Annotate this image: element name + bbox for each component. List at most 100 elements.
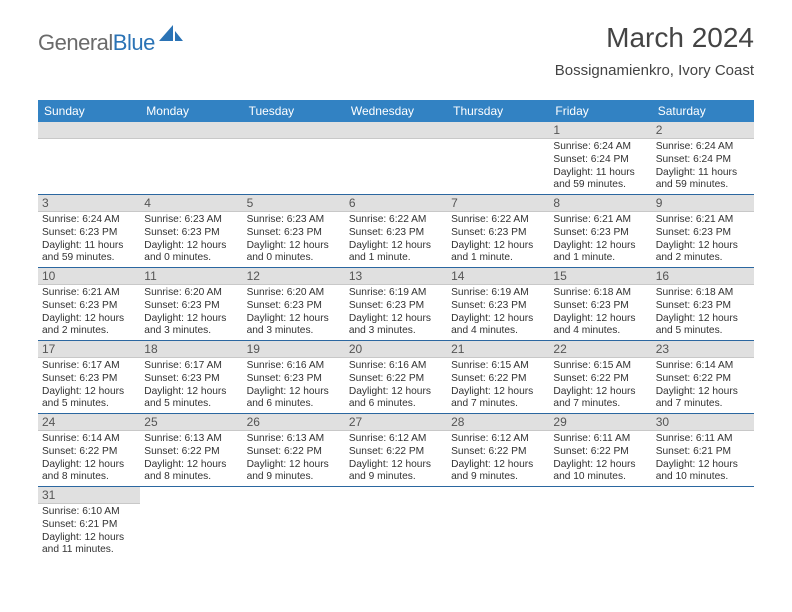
- daylight-text: Daylight: 12 hours and 7 minutes.: [553, 386, 647, 412]
- sunset-text: Sunset: 6:22 PM: [451, 446, 545, 459]
- daylight-text: Daylight: 11 hours and 59 minutes.: [42, 240, 136, 266]
- sunrise-text: Sunrise: 6:24 AM: [553, 141, 647, 154]
- sunrise-text: Sunrise: 6:21 AM: [656, 214, 750, 227]
- calendar-cell: 2Sunrise: 6:24 AMSunset: 6:24 PMDaylight…: [652, 122, 754, 194]
- calendar-cell: [447, 487, 549, 559]
- calendar-day-number: 9: [652, 195, 754, 212]
- sunset-text: Sunset: 6:23 PM: [451, 227, 545, 240]
- calendar-day-content: Sunrise: 6:12 AMSunset: 6:22 PMDaylight:…: [345, 431, 447, 486]
- calendar-day-number: 22: [549, 341, 651, 358]
- calendar-week-row: 17Sunrise: 6:17 AMSunset: 6:23 PMDayligh…: [38, 341, 754, 414]
- sunset-text: Sunset: 6:23 PM: [42, 300, 136, 313]
- sunrise-text: Sunrise: 6:24 AM: [42, 214, 136, 227]
- daylight-text: Daylight: 12 hours and 4 minutes.: [553, 313, 647, 339]
- sunrise-text: Sunrise: 6:11 AM: [553, 433, 647, 446]
- calendar-day-number: 10: [38, 268, 140, 285]
- calendar-day-number: 16: [652, 268, 754, 285]
- daylight-text: Daylight: 11 hours and 59 minutes.: [656, 167, 750, 193]
- sunset-text: Sunset: 6:22 PM: [349, 373, 443, 386]
- calendar-cell: [140, 487, 242, 559]
- calendar-day-content: Sunrise: 6:17 AMSunset: 6:23 PMDaylight:…: [140, 358, 242, 413]
- calendar-day-content: Sunrise: 6:20 AMSunset: 6:23 PMDaylight:…: [243, 285, 345, 340]
- calendar-day-content: Sunrise: 6:13 AMSunset: 6:22 PMDaylight:…: [140, 431, 242, 486]
- calendar-cell: [140, 122, 242, 194]
- sunset-text: Sunset: 6:23 PM: [451, 300, 545, 313]
- sunrise-text: Sunrise: 6:23 AM: [247, 214, 341, 227]
- sunset-text: Sunset: 6:22 PM: [144, 446, 238, 459]
- calendar-cell: 17Sunrise: 6:17 AMSunset: 6:23 PMDayligh…: [38, 341, 140, 413]
- daylight-text: Daylight: 12 hours and 3 minutes.: [349, 313, 443, 339]
- calendar-day-content: Sunrise: 6:18 AMSunset: 6:23 PMDaylight:…: [549, 285, 651, 340]
- calendar-cell: 12Sunrise: 6:20 AMSunset: 6:23 PMDayligh…: [243, 268, 345, 340]
- daylight-text: Daylight: 12 hours and 7 minutes.: [656, 386, 750, 412]
- calendar-day-number: 7: [447, 195, 549, 212]
- calendar-day-number: 8: [549, 195, 651, 212]
- calendar-day-number: 31: [38, 487, 140, 504]
- daylight-text: Daylight: 12 hours and 2 minutes.: [42, 313, 136, 339]
- calendar-cell: 25Sunrise: 6:13 AMSunset: 6:22 PMDayligh…: [140, 414, 242, 486]
- calendar-day-number: 24: [38, 414, 140, 431]
- calendar-day-number: 27: [345, 414, 447, 431]
- sunset-text: Sunset: 6:23 PM: [247, 300, 341, 313]
- calendar-cell: 24Sunrise: 6:14 AMSunset: 6:22 PMDayligh…: [38, 414, 140, 486]
- calendar-empty-daynum: [243, 122, 345, 139]
- sunset-text: Sunset: 6:24 PM: [656, 154, 750, 167]
- calendar-day-content: Sunrise: 6:16 AMSunset: 6:22 PMDaylight:…: [345, 358, 447, 413]
- daylight-text: Daylight: 12 hours and 5 minutes.: [42, 386, 136, 412]
- calendar-day-content: Sunrise: 6:22 AMSunset: 6:23 PMDaylight:…: [345, 212, 447, 267]
- calendar-day-content: Sunrise: 6:11 AMSunset: 6:22 PMDaylight:…: [549, 431, 651, 486]
- calendar-cell: 22Sunrise: 6:15 AMSunset: 6:22 PMDayligh…: [549, 341, 651, 413]
- sunrise-text: Sunrise: 6:15 AM: [553, 360, 647, 373]
- daylight-text: Daylight: 12 hours and 1 minute.: [553, 240, 647, 266]
- sunrise-text: Sunrise: 6:10 AM: [42, 506, 136, 519]
- sunrise-text: Sunrise: 6:21 AM: [42, 287, 136, 300]
- calendar-day-number: 28: [447, 414, 549, 431]
- calendar-empty-daynum: [345, 122, 447, 139]
- calendar-day-content: Sunrise: 6:15 AMSunset: 6:22 PMDaylight:…: [549, 358, 651, 413]
- calendar-day-content: Sunrise: 6:14 AMSunset: 6:22 PMDaylight:…: [652, 358, 754, 413]
- sunset-text: Sunset: 6:23 PM: [553, 300, 647, 313]
- calendar-day-number: 3: [38, 195, 140, 212]
- calendar-day-number: 5: [243, 195, 345, 212]
- daylight-text: Daylight: 12 hours and 9 minutes.: [247, 459, 341, 485]
- calendar-cell: 15Sunrise: 6:18 AMSunset: 6:23 PMDayligh…: [549, 268, 651, 340]
- daylight-text: Daylight: 12 hours and 10 minutes.: [553, 459, 647, 485]
- sunset-text: Sunset: 6:22 PM: [553, 373, 647, 386]
- calendar-cell: [549, 487, 651, 559]
- daylight-text: Daylight: 12 hours and 0 minutes.: [144, 240, 238, 266]
- calendar-day-content: Sunrise: 6:21 AMSunset: 6:23 PMDaylight:…: [549, 212, 651, 267]
- calendar-day-number: 14: [447, 268, 549, 285]
- sunset-text: Sunset: 6:23 PM: [553, 227, 647, 240]
- sunrise-text: Sunrise: 6:17 AM: [42, 360, 136, 373]
- calendar-cell: 8Sunrise: 6:21 AMSunset: 6:23 PMDaylight…: [549, 195, 651, 267]
- calendar-day-content: Sunrise: 6:21 AMSunset: 6:23 PMDaylight:…: [652, 212, 754, 267]
- sunrise-text: Sunrise: 6:18 AM: [553, 287, 647, 300]
- calendar-cell: [447, 122, 549, 194]
- sunset-text: Sunset: 6:23 PM: [349, 227, 443, 240]
- sunset-text: Sunset: 6:22 PM: [247, 446, 341, 459]
- calendar-cell: 19Sunrise: 6:16 AMSunset: 6:23 PMDayligh…: [243, 341, 345, 413]
- calendar-cell: [652, 487, 754, 559]
- sunrise-text: Sunrise: 6:15 AM: [451, 360, 545, 373]
- calendar-day-number: 1: [549, 122, 651, 139]
- calendar-day-content: Sunrise: 6:16 AMSunset: 6:23 PMDaylight:…: [243, 358, 345, 413]
- calendar-day-number: 20: [345, 341, 447, 358]
- calendar-day-content: Sunrise: 6:24 AMSunset: 6:24 PMDaylight:…: [549, 139, 651, 194]
- calendar-day-number: 11: [140, 268, 242, 285]
- sunrise-text: Sunrise: 6:22 AM: [451, 214, 545, 227]
- calendar-empty-daynum: [38, 122, 140, 139]
- sunset-text: Sunset: 6:22 PM: [451, 373, 545, 386]
- weekday-header: Saturday: [652, 100, 754, 122]
- logo-sail-icon: [159, 25, 185, 46]
- calendar-cell: 9Sunrise: 6:21 AMSunset: 6:23 PMDaylight…: [652, 195, 754, 267]
- page-title: March 2024: [606, 22, 754, 54]
- calendar-day-content: Sunrise: 6:19 AMSunset: 6:23 PMDaylight:…: [345, 285, 447, 340]
- sunrise-text: Sunrise: 6:14 AM: [42, 433, 136, 446]
- sunset-text: Sunset: 6:21 PM: [42, 519, 136, 532]
- calendar-day-content: Sunrise: 6:14 AMSunset: 6:22 PMDaylight:…: [38, 431, 140, 486]
- calendar-week-row: 24Sunrise: 6:14 AMSunset: 6:22 PMDayligh…: [38, 414, 754, 487]
- sunset-text: Sunset: 6:22 PM: [42, 446, 136, 459]
- calendar-day-content: Sunrise: 6:24 AMSunset: 6:23 PMDaylight:…: [38, 212, 140, 267]
- logo: GeneralBlue: [38, 30, 185, 56]
- calendar-day-content: Sunrise: 6:19 AMSunset: 6:23 PMDaylight:…: [447, 285, 549, 340]
